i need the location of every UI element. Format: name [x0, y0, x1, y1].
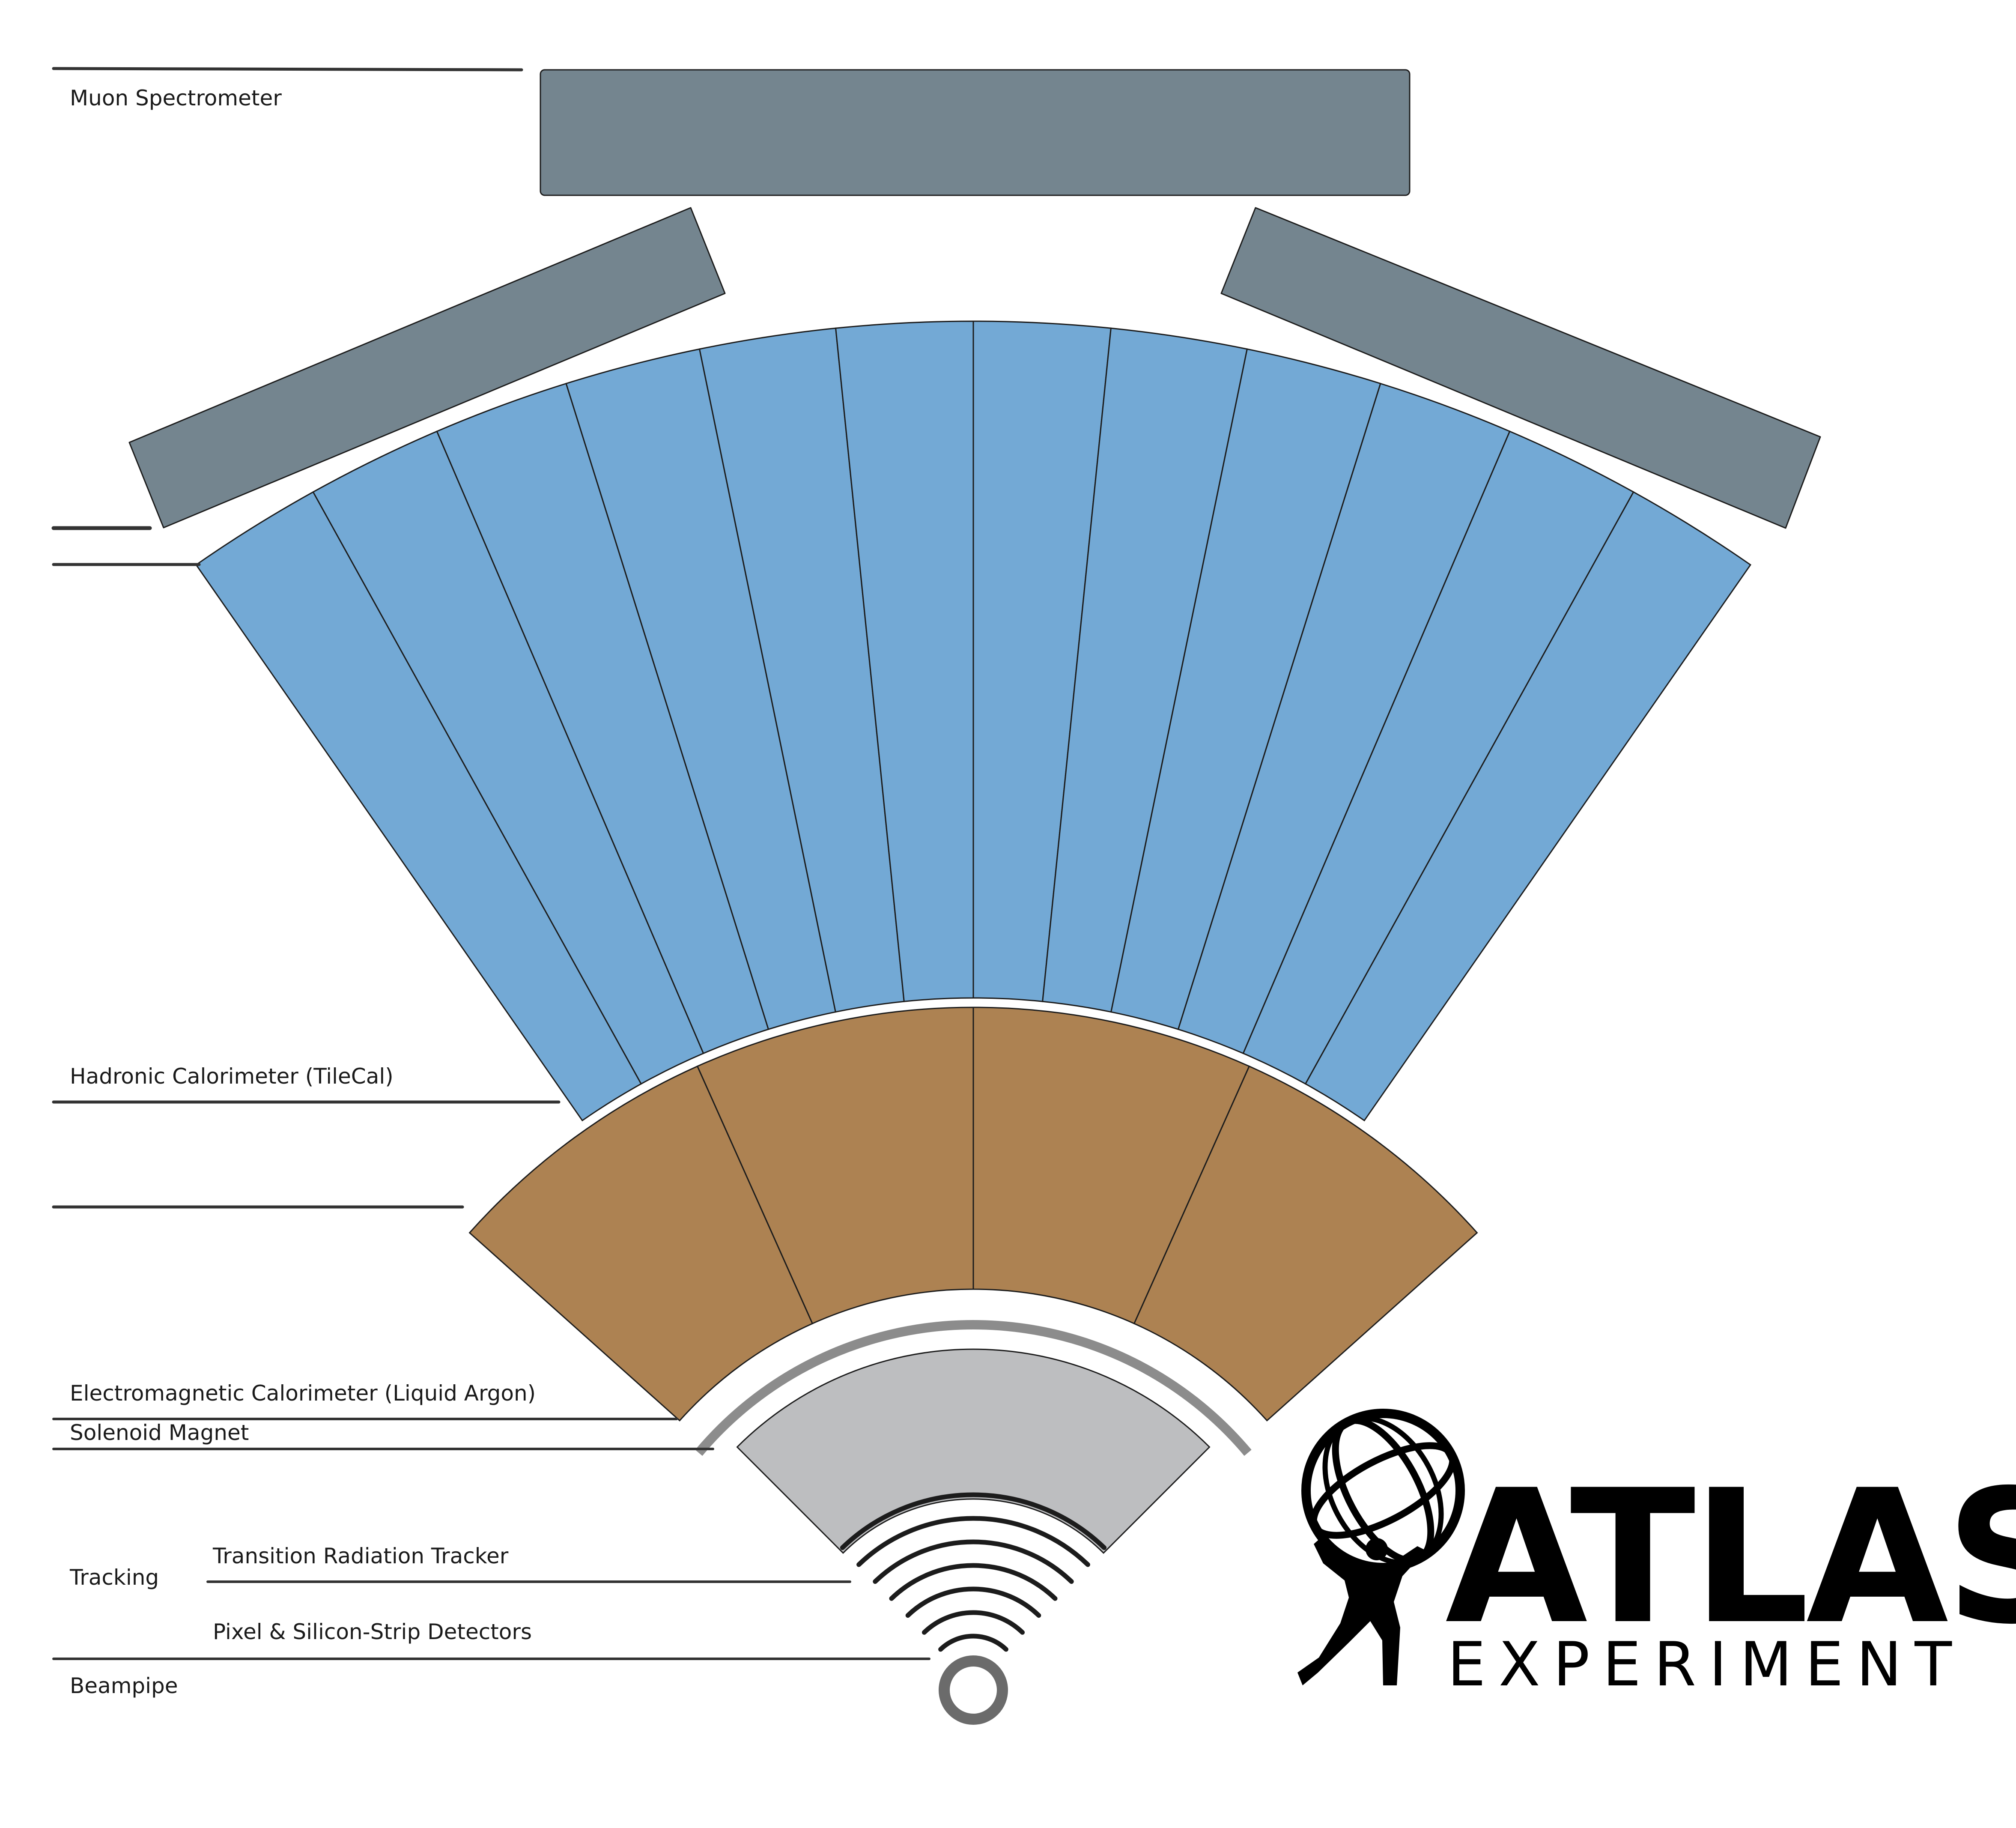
logo-title: ATLAS: [1445, 1451, 2016, 1665]
pixel-silicon-strip-detectors: [840, 1492, 1107, 1652]
muon-spectrometer: [128, 69, 1821, 529]
pixel-layer-arc: [905, 1586, 1041, 1618]
pixel-layer-arc: [873, 1539, 1074, 1584]
em-calorimeter-segment: [1133, 1065, 1478, 1422]
label-pixel-silicon-strip: Pixel & Silicon-Strip Detectors: [213, 1619, 532, 1644]
pixel-layer-arc: [938, 1634, 1008, 1652]
muon-chamber-right: [1220, 207, 1821, 529]
atlas-logo: ATLAS EXPERIMENT: [1297, 1409, 2016, 1700]
logo-subtitle: EXPERIMENT: [1447, 1629, 1965, 1700]
electromagnetic-calorimeter: [468, 1007, 1478, 1422]
pixel-layer-arc: [840, 1492, 1107, 1550]
em-calorimeter-segment: [972, 1007, 1250, 1325]
transition-radiation-tracker: [736, 1348, 1211, 1554]
label-em-calorimeter: Electromagnetic Calorimeter (Liquid Argo…: [70, 1381, 536, 1406]
em-calorimeter-segment: [468, 1065, 814, 1422]
leader-line-muon: [52, 67, 523, 72]
label-muon-spectrometer: Muon Spectrometer: [70, 86, 282, 111]
muon-chamber-top: [540, 69, 1411, 196]
beampipe: [939, 1655, 1008, 1725]
label-beampipe: Beampipe: [70, 1673, 178, 1698]
muon-chamber-left: [128, 207, 726, 529]
label-hadronic-calorimeter: Hadronic Calorimeter (TileCal): [70, 1064, 394, 1089]
tilecal-segment: [1304, 491, 1751, 1122]
solenoid-magnet: [695, 1320, 1252, 1456]
em-calorimeter-segment: [696, 1007, 974, 1325]
labels: Muon Spectrometer Hadronic Calorimeter (…: [69, 86, 536, 1698]
pixel-layer-arc: [889, 1563, 1058, 1601]
pixel-layer-arc: [856, 1516, 1090, 1567]
leader-lines: [51, 67, 930, 1660]
label-transition-radiation-tracker: Transition Radiation Tracker: [212, 1544, 509, 1568]
atlas-figure-icon: [1297, 1538, 1426, 1685]
hadronic-calorimeter-tilecal: [195, 320, 1751, 1122]
pixel-layer-arc: [922, 1610, 1025, 1635]
label-tracking: Tracking: [69, 1565, 159, 1590]
label-solenoid-magnet: Solenoid Magnet: [70, 1420, 249, 1445]
